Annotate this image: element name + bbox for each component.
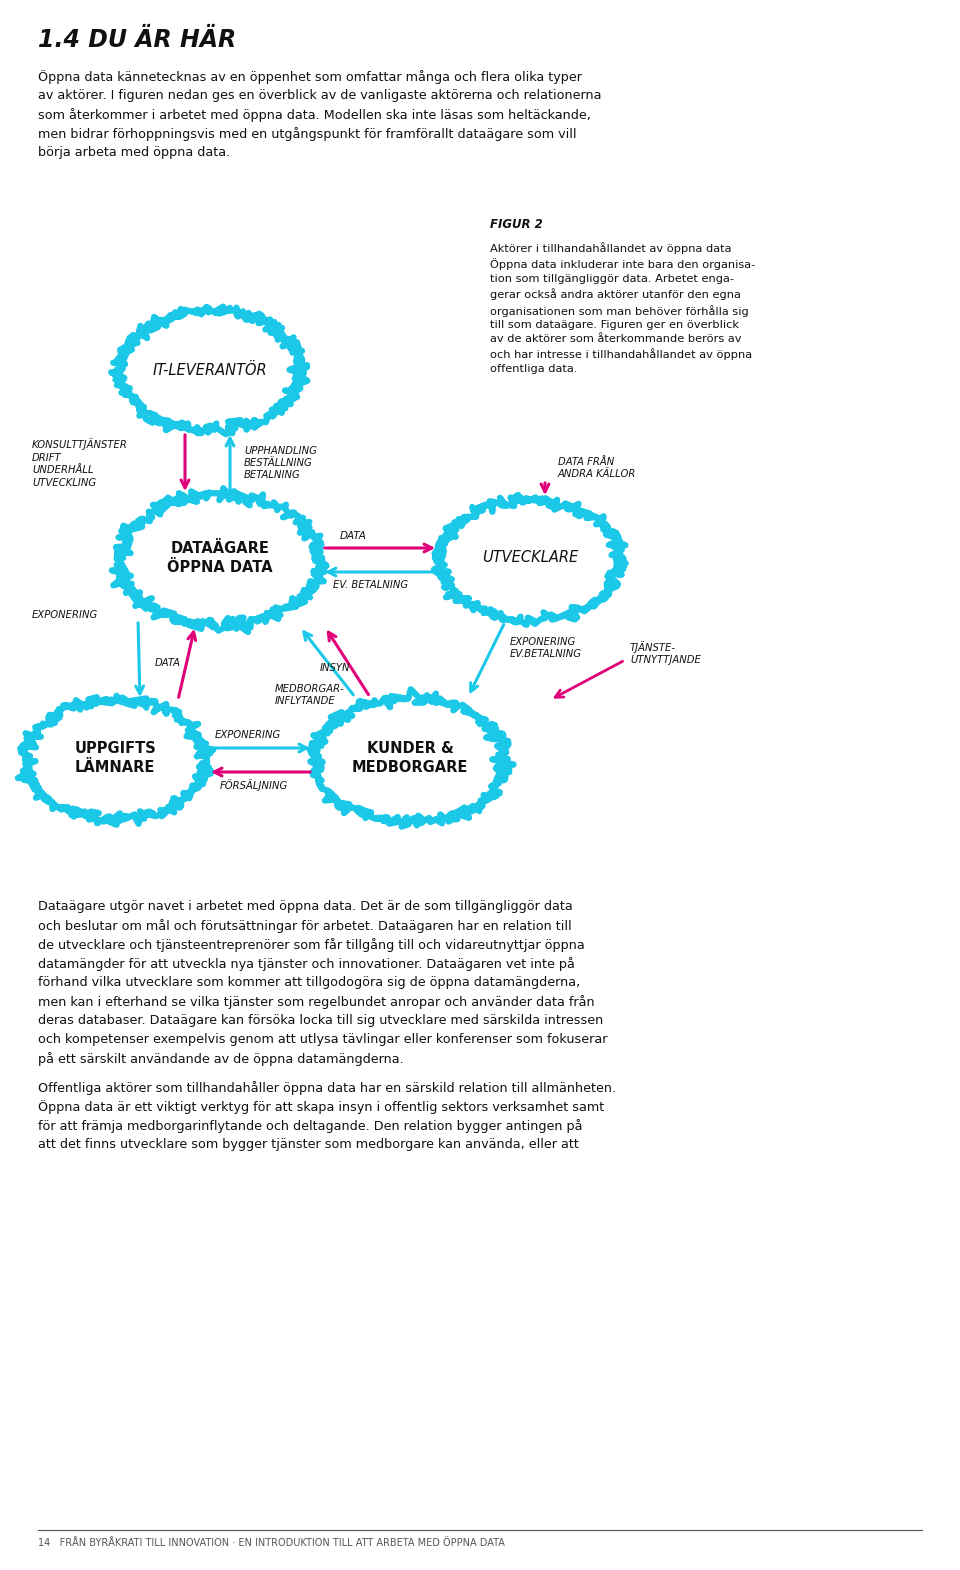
Text: FÖRSÄLJNING: FÖRSÄLJNING (220, 779, 288, 791)
Text: DATA: DATA (340, 531, 367, 542)
Text: INSYN: INSYN (320, 663, 350, 674)
Text: datamängder för att utveckla nya tjänster och innovationer. Dataägaren vet inte : datamängder för att utveckla nya tjänste… (38, 958, 575, 970)
Text: DATA FRÅN
ANDRA KÄLLOR: DATA FRÅN ANDRA KÄLLOR (558, 457, 636, 479)
Text: men kan i efterhand se vilka tjänster som regelbundet anropar och använder data : men kan i efterhand se vilka tjänster so… (38, 995, 594, 1010)
Text: 14   FRÅN BYRÅKRATI TILL INNOVATION · EN INTRODUKTION TILL ATT ARBETA MED ÖPPNA : 14 FRÅN BYRÅKRATI TILL INNOVATION · EN I… (38, 1539, 505, 1548)
Text: EXPONERING: EXPONERING (32, 611, 98, 620)
Text: DATA: DATA (155, 658, 181, 667)
Text: Dataägare utgör navet i arbetet med öppna data. Det är de som tillgängliggör dat: Dataägare utgör navet i arbetet med öppn… (38, 900, 573, 914)
Text: som återkommer i arbetet med öppna data. Modellen ska inte läsas som heltäckande: som återkommer i arbetet med öppna data.… (38, 108, 590, 122)
Text: Öppna data kännetecknas av en öppenhet som omfattar många och flera olika typer: Öppna data kännetecknas av en öppenhet s… (38, 71, 582, 83)
Text: Öppna data är ett viktigt verktyg för att skapa insyn i offentlig sektors verksa: Öppna data är ett viktigt verktyg för at… (38, 1101, 604, 1115)
Text: KUNDER &
MEDBORGARE: KUNDER & MEDBORGARE (351, 741, 468, 776)
Text: och beslutar om mål och förutsättningar för arbetet. Dataägaren har en relation : och beslutar om mål och förutsättningar … (38, 918, 571, 933)
Text: Aktörer i tillhandahållandet av öppna data
Öppna data inkluderar inte bara den o: Aktörer i tillhandahållandet av öppna da… (490, 242, 756, 374)
Text: och kompetenser exempelvis genom att utlysa tävlingar eller konferenser som foku: och kompetenser exempelvis genom att utl… (38, 1033, 608, 1046)
Text: förhand vilka utvecklare som kommer att tillgodogöra sig de öppna datamängderna,: förhand vilka utvecklare som kommer att … (38, 977, 580, 989)
Text: för att främja medborgarinflytande och deltagande. Den relation bygger antingen : för att främja medborgarinflytande och d… (38, 1119, 583, 1134)
Text: deras databaser. Dataägare kan försöka locka till sig utvecklare med särskilda i: deras databaser. Dataägare kan försöka l… (38, 1014, 603, 1027)
Text: de utvecklare och tjänsteentreprenörer som får tillgång till och vidareutnyttjar: de utvecklare och tjänsteentreprenörer s… (38, 937, 585, 951)
Text: EV. BETALNING: EV. BETALNING (333, 579, 408, 590)
Text: FIGUR 2: FIGUR 2 (490, 218, 542, 231)
Text: EXPONERING: EXPONERING (215, 730, 281, 739)
Text: UPPGIFTS
LÄMNARE: UPPGIFTS LÄMNARE (74, 741, 156, 776)
Text: börja arbeta med öppna data.: börja arbeta med öppna data. (38, 146, 230, 159)
Text: KONSULTTJÄNSTER
DRIFT
UNDERHÅLL
UTVECKLING: KONSULTTJÄNSTER DRIFT UNDERHÅLL UTVECKLI… (32, 438, 128, 488)
Text: EXPONERING
EV.BETALNING: EXPONERING EV.BETALNING (510, 637, 582, 659)
Text: på ett särskilt användande av de öppna datamängderna.: på ett särskilt användande av de öppna d… (38, 1052, 404, 1066)
Text: men bidrar förhoppningsvis med en utgångspunkt för framförallt dataägare som vil: men bidrar förhoppningsvis med en utgång… (38, 127, 577, 141)
Text: DATAÄGARE
ÖPPNA DATA: DATAÄGARE ÖPPNA DATA (167, 542, 273, 575)
Text: MEDBORGAR-
INFLYTANDE: MEDBORGAR- INFLYTANDE (275, 685, 345, 706)
Text: att det finns utvecklare som bygger tjänster som medborgare kan använda, eller a: att det finns utvecklare som bygger tjän… (38, 1138, 579, 1151)
Text: Offentliga aktörer som tillhandahåller öppna data har en särskild relation till : Offentliga aktörer som tillhandahåller ö… (38, 1082, 616, 1094)
Text: UPPHANDLING
BESTÄLLNING
BETALNING: UPPHANDLING BESTÄLLNING BETALNING (244, 446, 317, 480)
Text: av aktörer. I figuren nedan ges en överblick av de vanligaste aktörerna och rela: av aktörer. I figuren nedan ges en överb… (38, 89, 602, 102)
Text: 1.4 DU ÄR HÄR: 1.4 DU ÄR HÄR (38, 28, 236, 52)
Text: UTVECKLARE: UTVECKLARE (482, 551, 578, 565)
Text: TJÄNSTE-
UTNYTTJANDE: TJÄNSTE- UTNYTTJANDE (630, 641, 701, 666)
Text: IT-LEVERANTÖR: IT-LEVERANTÖR (153, 363, 267, 377)
